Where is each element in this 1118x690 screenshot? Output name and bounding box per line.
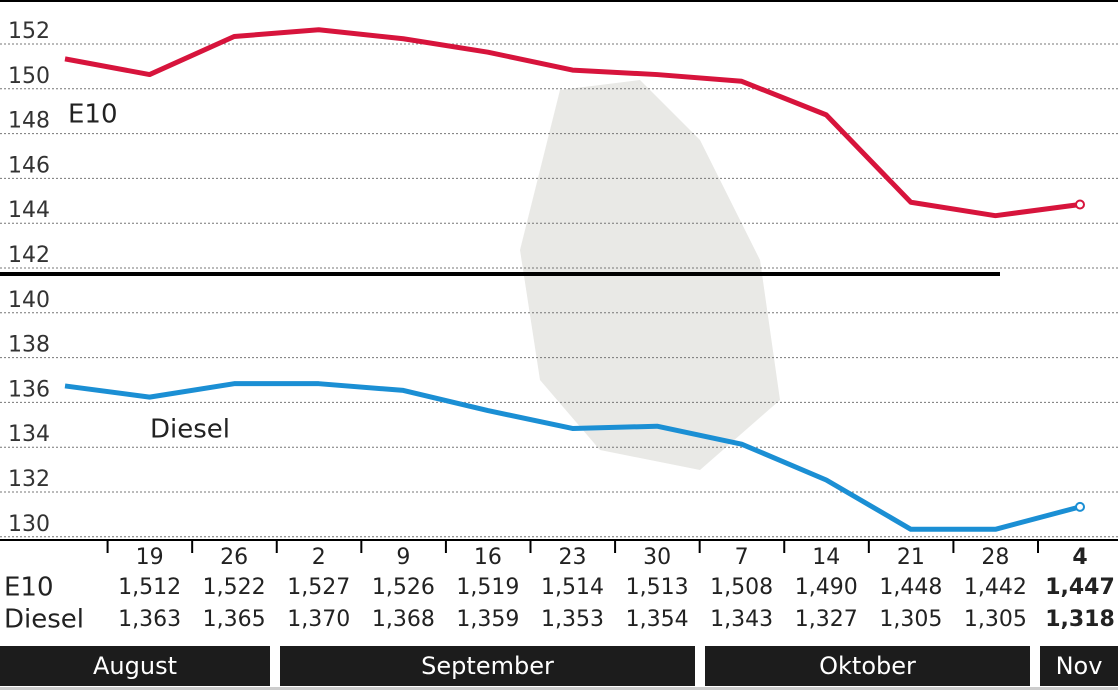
month-label: August [93, 652, 177, 680]
x-tick-label: 28 [981, 545, 1009, 570]
x-tick-label: 19 [136, 545, 164, 570]
table-cell: 1,442 [964, 575, 1027, 600]
x-tick-label: 16 [474, 545, 502, 570]
end-point [1076, 200, 1084, 208]
table-cell: 1,519 [456, 575, 519, 600]
y-tick-label: 142 [8, 243, 50, 268]
table-cell: 1,514 [541, 575, 604, 600]
month-label: Nov [1056, 652, 1103, 680]
y-tick-label: 130 [8, 512, 50, 537]
series-label: E10 [68, 100, 118, 130]
series-label: Diesel [150, 415, 230, 445]
table-cell: 1,508 [710, 575, 773, 600]
end-point [1076, 503, 1084, 511]
x-tick-label: 7 [735, 545, 749, 570]
table-cell: 1,354 [626, 607, 689, 632]
table-cell: 1,327 [795, 607, 858, 632]
y-tick-label: 146 [8, 153, 50, 178]
table-cell: 1,305 [964, 607, 1027, 632]
y-tick-label: 152 [8, 19, 50, 44]
x-tick-label: 30 [643, 545, 671, 570]
table-cell: 1,527 [287, 575, 350, 600]
y-tick-label: 134 [8, 422, 50, 447]
table-cell: 1,318 [1045, 607, 1115, 632]
table-cell: 1,522 [203, 575, 266, 600]
month-label: Oktober [819, 652, 916, 680]
y-tick-label: 144 [8, 198, 50, 223]
y-tick-label: 136 [8, 377, 50, 402]
x-tick-label: 2 [312, 545, 326, 570]
table-cell: 1,353 [541, 607, 604, 632]
row-header: E10 [4, 573, 54, 603]
table-cell: 1,343 [710, 607, 773, 632]
row-header: Diesel [4, 605, 84, 635]
y-tick-label: 132 [8, 467, 50, 492]
y-tick-label: 148 [8, 109, 50, 134]
table-cell: 1,448 [879, 575, 942, 600]
y-tick-label: 138 [8, 333, 50, 358]
month-label: September [421, 652, 554, 680]
table-cell: 1,513 [626, 575, 689, 600]
table-cell: 1,512 [118, 575, 181, 600]
table-cell: 1,305 [879, 607, 942, 632]
table-cell: 1,363 [118, 607, 181, 632]
y-tick-label: 140 [8, 288, 50, 313]
x-tick-label: 14 [812, 545, 840, 570]
table-cell: 1,359 [456, 607, 519, 632]
table-cell: 1,526 [372, 575, 435, 600]
table-cell: 1,447 [1045, 575, 1115, 600]
table-cell: 1,490 [795, 575, 858, 600]
y-tick-label: 150 [8, 64, 50, 89]
chart: 130132134136138140142144146148150152 191… [0, 0, 1118, 690]
x-tick-label: 21 [897, 545, 925, 570]
table-cell: 1,365 [203, 607, 266, 632]
x-tick-label: 9 [396, 545, 410, 570]
table-cell: 1,368 [372, 607, 435, 632]
x-tick-label: 23 [559, 545, 587, 570]
table-cell: 1,370 [287, 607, 350, 632]
x-tick-label: 4 [1072, 545, 1087, 570]
x-tick-label: 26 [220, 545, 248, 570]
